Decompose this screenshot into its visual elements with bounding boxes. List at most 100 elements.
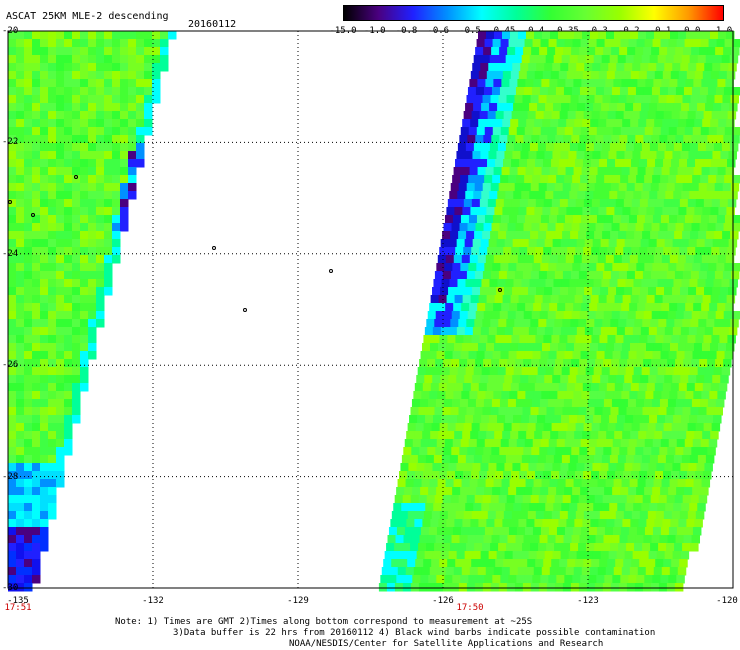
swath-cell bbox=[152, 47, 161, 56]
swath-cell bbox=[96, 95, 105, 104]
swath-cell bbox=[624, 239, 634, 248]
swath-cell bbox=[64, 431, 73, 440]
swath-cell bbox=[434, 543, 443, 552]
swath-cell bbox=[24, 487, 33, 496]
swath-cell bbox=[498, 231, 507, 240]
swath-cell bbox=[571, 223, 581, 232]
swath-cell bbox=[487, 511, 497, 520]
swath-cell bbox=[492, 215, 502, 224]
swath-cell bbox=[541, 567, 551, 576]
swath-cell bbox=[604, 263, 613, 272]
swath-cell bbox=[477, 343, 487, 352]
swath-cell bbox=[707, 399, 717, 408]
swath-cell bbox=[715, 223, 725, 232]
swath-cell bbox=[597, 391, 606, 400]
swath-cell bbox=[513, 191, 522, 200]
swath-cell bbox=[692, 39, 702, 48]
swath-cell bbox=[72, 223, 81, 232]
swath-cell bbox=[492, 127, 502, 136]
swath-cell bbox=[32, 287, 41, 296]
swath-cell bbox=[531, 447, 540, 456]
swath-cell bbox=[24, 143, 33, 152]
swath-cell bbox=[517, 479, 527, 488]
swath-cell bbox=[712, 287, 721, 296]
swath-cell bbox=[501, 303, 510, 312]
swath-cell bbox=[72, 399, 81, 408]
swath-cell bbox=[396, 487, 405, 496]
swath-cell bbox=[547, 447, 556, 456]
swath-cell bbox=[614, 519, 623, 528]
swath-cell bbox=[627, 447, 636, 456]
swath-cell bbox=[521, 143, 531, 152]
swath-cell bbox=[96, 151, 105, 160]
swath-cell bbox=[572, 39, 582, 48]
swath-cell bbox=[24, 119, 33, 128]
swath-cell bbox=[112, 95, 121, 104]
swath-cell bbox=[625, 503, 634, 512]
swath-cell bbox=[407, 471, 416, 480]
swath-cell bbox=[503, 247, 512, 256]
swath-cell bbox=[48, 263, 57, 272]
swath-cell bbox=[8, 215, 17, 224]
swath-cell bbox=[622, 431, 631, 440]
swath-cell bbox=[64, 327, 73, 336]
swath-cell bbox=[32, 431, 41, 440]
swath-cell bbox=[510, 519, 519, 528]
swath-cell bbox=[599, 159, 608, 168]
swath-cell bbox=[407, 511, 417, 520]
swath-cell bbox=[456, 287, 465, 296]
swath-cell bbox=[545, 367, 555, 376]
swath-cell bbox=[667, 535, 677, 544]
swath-cell bbox=[468, 263, 477, 272]
swath-cell bbox=[519, 471, 528, 480]
swath-cell bbox=[616, 239, 626, 248]
swath-cell bbox=[455, 511, 465, 520]
swath-cell bbox=[688, 463, 697, 472]
swath-cell bbox=[457, 503, 466, 512]
swath-cell bbox=[694, 71, 704, 80]
swath-cell bbox=[16, 583, 25, 592]
swath-cell bbox=[24, 559, 33, 568]
swath-cell bbox=[561, 103, 570, 112]
swath-cell bbox=[600, 63, 609, 72]
swath-cell bbox=[588, 263, 597, 272]
swath-cell bbox=[96, 135, 105, 144]
swath-cell bbox=[637, 79, 646, 88]
swath-cell bbox=[575, 199, 585, 208]
swath-cell bbox=[722, 319, 731, 328]
swath-cell bbox=[446, 207, 455, 216]
swath-cell bbox=[72, 287, 81, 296]
swath-cell bbox=[136, 47, 145, 56]
swath-cell bbox=[664, 63, 673, 72]
swath-cell bbox=[665, 191, 674, 200]
swath-cell bbox=[518, 383, 528, 392]
swath-cell bbox=[32, 31, 41, 40]
swath-cell bbox=[627, 535, 637, 544]
swath-cell bbox=[88, 183, 97, 192]
swath-cell bbox=[507, 535, 517, 544]
swath-cell bbox=[407, 559, 416, 568]
swath-cell bbox=[417, 415, 426, 424]
swath-cell bbox=[563, 399, 573, 408]
swath-cell bbox=[497, 415, 506, 424]
swath-cell bbox=[40, 335, 49, 344]
swath-cell bbox=[16, 215, 25, 224]
swath-cell bbox=[511, 559, 520, 568]
swath-cell bbox=[590, 71, 600, 80]
swath-cell bbox=[88, 231, 97, 240]
swath-cell bbox=[48, 135, 57, 144]
swath-cell bbox=[459, 535, 469, 544]
swath-cell bbox=[32, 407, 41, 416]
swath-cell bbox=[8, 135, 17, 144]
swath-cell bbox=[657, 279, 666, 288]
swath-cell bbox=[515, 535, 525, 544]
swath-cell bbox=[112, 151, 121, 160]
swath-cell bbox=[637, 303, 646, 312]
swath-cell bbox=[694, 207, 703, 216]
swath-cell bbox=[551, 471, 560, 480]
swath-cell bbox=[634, 271, 644, 280]
swath-cell bbox=[24, 167, 33, 176]
swath-cell bbox=[16, 71, 25, 80]
swath-cell bbox=[466, 183, 476, 192]
swath-cell bbox=[614, 383, 624, 392]
